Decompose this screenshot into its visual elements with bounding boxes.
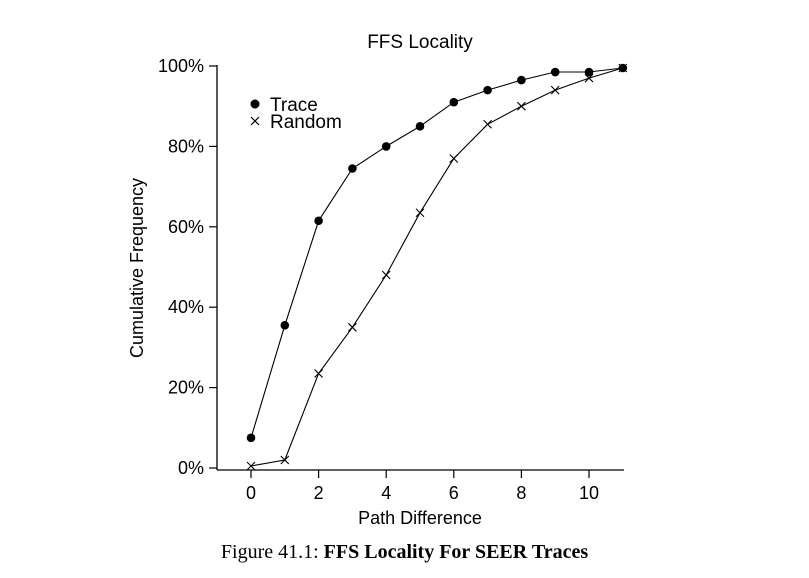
- y-tick-label: 60%: [168, 217, 204, 237]
- x-tick-label: 2: [314, 483, 324, 503]
- x-marker-stroke: [246, 461, 256, 471]
- x-axis-ticks: 0 2 4 6 8 10: [246, 470, 599, 503]
- legend-marker-trace: [250, 99, 260, 109]
- data-point-trace: [449, 97, 459, 107]
- y-tick-label: 20%: [168, 378, 204, 398]
- data-point-random: [381, 270, 391, 280]
- plot-area: [246, 63, 628, 471]
- y-tick-label: 40%: [168, 297, 204, 317]
- x-tick-label: 10: [579, 483, 599, 503]
- data-point-trace: [280, 320, 290, 330]
- x-tick-label: 6: [449, 483, 459, 503]
- data-point-trace: [348, 164, 357, 173]
- data-point-trace: [550, 67, 560, 77]
- x-marker-stroke: [280, 455, 290, 465]
- caption-prefix: Figure 41.1:: [220, 541, 324, 563]
- x-tick-label: 4: [381, 483, 391, 503]
- x-marker-stroke: [449, 154, 459, 163]
- data-point-random: [314, 369, 323, 378]
- data-point-random: [246, 461, 256, 471]
- data-point-random: [517, 101, 526, 111]
- y-tick-label: 100%: [158, 56, 204, 76]
- data-point-trace: [483, 85, 492, 95]
- data-point-random: [280, 455, 290, 465]
- chart: FFS Locality 0%20%40%60%80%100% 0 2 4 6 8 10 …: [127, 32, 628, 528]
- y-tick-label: 0%: [178, 458, 204, 478]
- legend-label-random: Random: [270, 112, 342, 133]
- x-marker-stroke: [415, 208, 425, 218]
- data-point-trace: [517, 75, 526, 85]
- data-point-trace: [584, 67, 594, 77]
- legend-label-trace: Trace: [270, 95, 318, 116]
- data-point-random: [550, 85, 560, 95]
- x-marker-stroke: [348, 322, 357, 332]
- data-point-trace: [246, 433, 256, 443]
- x-axis-label: Path Difference: [358, 508, 482, 528]
- y-tick-label: 80%: [168, 136, 204, 156]
- series-line-random: [250, 67, 623, 467]
- x-marker-stroke: [483, 119, 492, 129]
- y-axis-ticks: 0% 20% 40% 60% 80% 100%: [158, 56, 217, 478]
- data-point-random: [415, 208, 425, 218]
- series-line-trace: [250, 67, 623, 439]
- x-marker-stroke: [584, 73, 594, 83]
- y-axis-label: Cumulative Frequency: [127, 178, 147, 358]
- figure-caption: Figure 41.1: FFS Locality For SEER Trace…: [0, 541, 809, 564]
- data-point-random: [483, 119, 492, 129]
- x-tick-label: 8: [516, 483, 526, 503]
- legend-marker-random: [250, 116, 260, 126]
- data-point-random: [584, 73, 594, 83]
- x-marker-stroke: [618, 63, 628, 73]
- data-point-random: [618, 63, 628, 73]
- data-point-random: [449, 154, 459, 163]
- x-marker-stroke: [517, 101, 526, 111]
- legend: Trace Random: [250, 95, 342, 133]
- data-point-random: [348, 322, 357, 332]
- x-marker-stroke: [314, 369, 323, 378]
- chart-title: FFS Locality: [367, 32, 473, 53]
- data-point-trace: [381, 142, 391, 151]
- x-marker-stroke: [550, 85, 560, 95]
- caption-title: FFS Locality For SEER Traces: [323, 541, 589, 563]
- data-point-trace: [415, 122, 425, 131]
- x-marker-stroke: [381, 270, 391, 280]
- data-point-trace: [314, 216, 323, 226]
- x-tick-label: 0: [246, 483, 256, 503]
